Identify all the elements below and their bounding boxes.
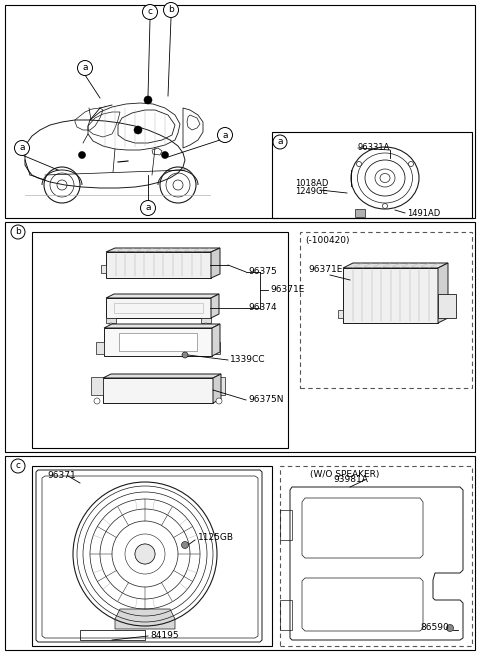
Circle shape (446, 624, 454, 631)
Text: a: a (222, 130, 228, 140)
Text: c: c (147, 7, 153, 16)
Circle shape (134, 126, 142, 134)
Bar (106, 252, 211, 278)
Bar (32, 466, 272, 646)
Text: b: b (168, 5, 174, 14)
Bar (32, 232, 288, 448)
Circle shape (135, 544, 155, 564)
Polygon shape (212, 324, 220, 356)
Bar (103, 378, 213, 403)
Text: (-100420): (-100420) (305, 236, 349, 244)
Circle shape (408, 162, 413, 166)
Text: a: a (19, 143, 25, 153)
Bar (96, 342, 104, 354)
Bar (106, 298, 211, 318)
Bar (5, 5, 475, 218)
Bar (213, 377, 225, 395)
Bar (114, 303, 203, 313)
Text: 96371E: 96371E (308, 265, 342, 274)
Bar (211, 265, 216, 273)
Bar (104, 328, 212, 356)
Text: 96331A: 96331A (358, 143, 390, 153)
Polygon shape (211, 248, 220, 278)
Text: a: a (277, 138, 283, 147)
Text: 84195: 84195 (150, 631, 179, 639)
Circle shape (182, 352, 188, 358)
Polygon shape (302, 498, 423, 558)
Polygon shape (104, 324, 220, 328)
Circle shape (11, 459, 25, 473)
Circle shape (79, 151, 85, 159)
Text: 96374: 96374 (248, 303, 276, 312)
Polygon shape (438, 263, 448, 323)
Text: (W/O SPEAKER): (W/O SPEAKER) (310, 470, 379, 479)
Polygon shape (213, 374, 221, 403)
Polygon shape (211, 294, 219, 318)
Bar (338, 310, 343, 318)
Bar (101, 265, 106, 273)
Circle shape (143, 5, 157, 20)
Bar (201, 318, 211, 323)
Circle shape (164, 3, 179, 18)
Bar (5, 456, 475, 650)
Polygon shape (115, 609, 175, 629)
Text: c: c (15, 462, 21, 470)
Polygon shape (343, 263, 448, 268)
Bar (438, 310, 443, 318)
Circle shape (383, 204, 387, 208)
Circle shape (216, 398, 222, 404)
Circle shape (217, 128, 232, 143)
Bar (343, 268, 438, 323)
Text: 96371E: 96371E (270, 286, 304, 295)
Text: 96375: 96375 (248, 267, 277, 276)
Bar (280, 466, 472, 646)
Circle shape (181, 542, 189, 548)
Text: 1249GE: 1249GE (295, 187, 328, 196)
Bar (272, 132, 472, 218)
Bar (5, 222, 475, 452)
Text: 1491AD: 1491AD (407, 208, 440, 217)
Circle shape (161, 151, 168, 159)
Text: 1125GB: 1125GB (198, 533, 234, 542)
Text: 1018AD: 1018AD (295, 179, 328, 189)
Text: 1339CC: 1339CC (230, 356, 265, 364)
Text: a: a (145, 204, 151, 212)
Text: a: a (82, 64, 88, 73)
Text: 86590: 86590 (420, 624, 449, 633)
Polygon shape (302, 578, 423, 631)
Polygon shape (103, 374, 221, 378)
Bar (80, 630, 145, 640)
Circle shape (357, 162, 361, 166)
Text: b: b (15, 227, 21, 236)
Text: 96375N: 96375N (248, 396, 284, 405)
Polygon shape (106, 248, 220, 252)
Bar (91, 377, 103, 395)
Bar (300, 232, 472, 388)
Circle shape (273, 135, 287, 149)
Circle shape (204, 323, 208, 327)
Text: 93981A: 93981A (333, 474, 368, 483)
Bar (119, 333, 197, 351)
Circle shape (14, 141, 29, 155)
Circle shape (141, 200, 156, 215)
Circle shape (144, 96, 152, 104)
Bar (438, 294, 456, 318)
Bar (106, 318, 116, 323)
Bar (212, 342, 220, 354)
Text: 96371: 96371 (47, 472, 76, 481)
Circle shape (77, 60, 93, 75)
Circle shape (109, 323, 113, 327)
Bar (355, 209, 365, 217)
Polygon shape (106, 294, 219, 298)
Circle shape (94, 398, 100, 404)
Circle shape (11, 225, 25, 239)
